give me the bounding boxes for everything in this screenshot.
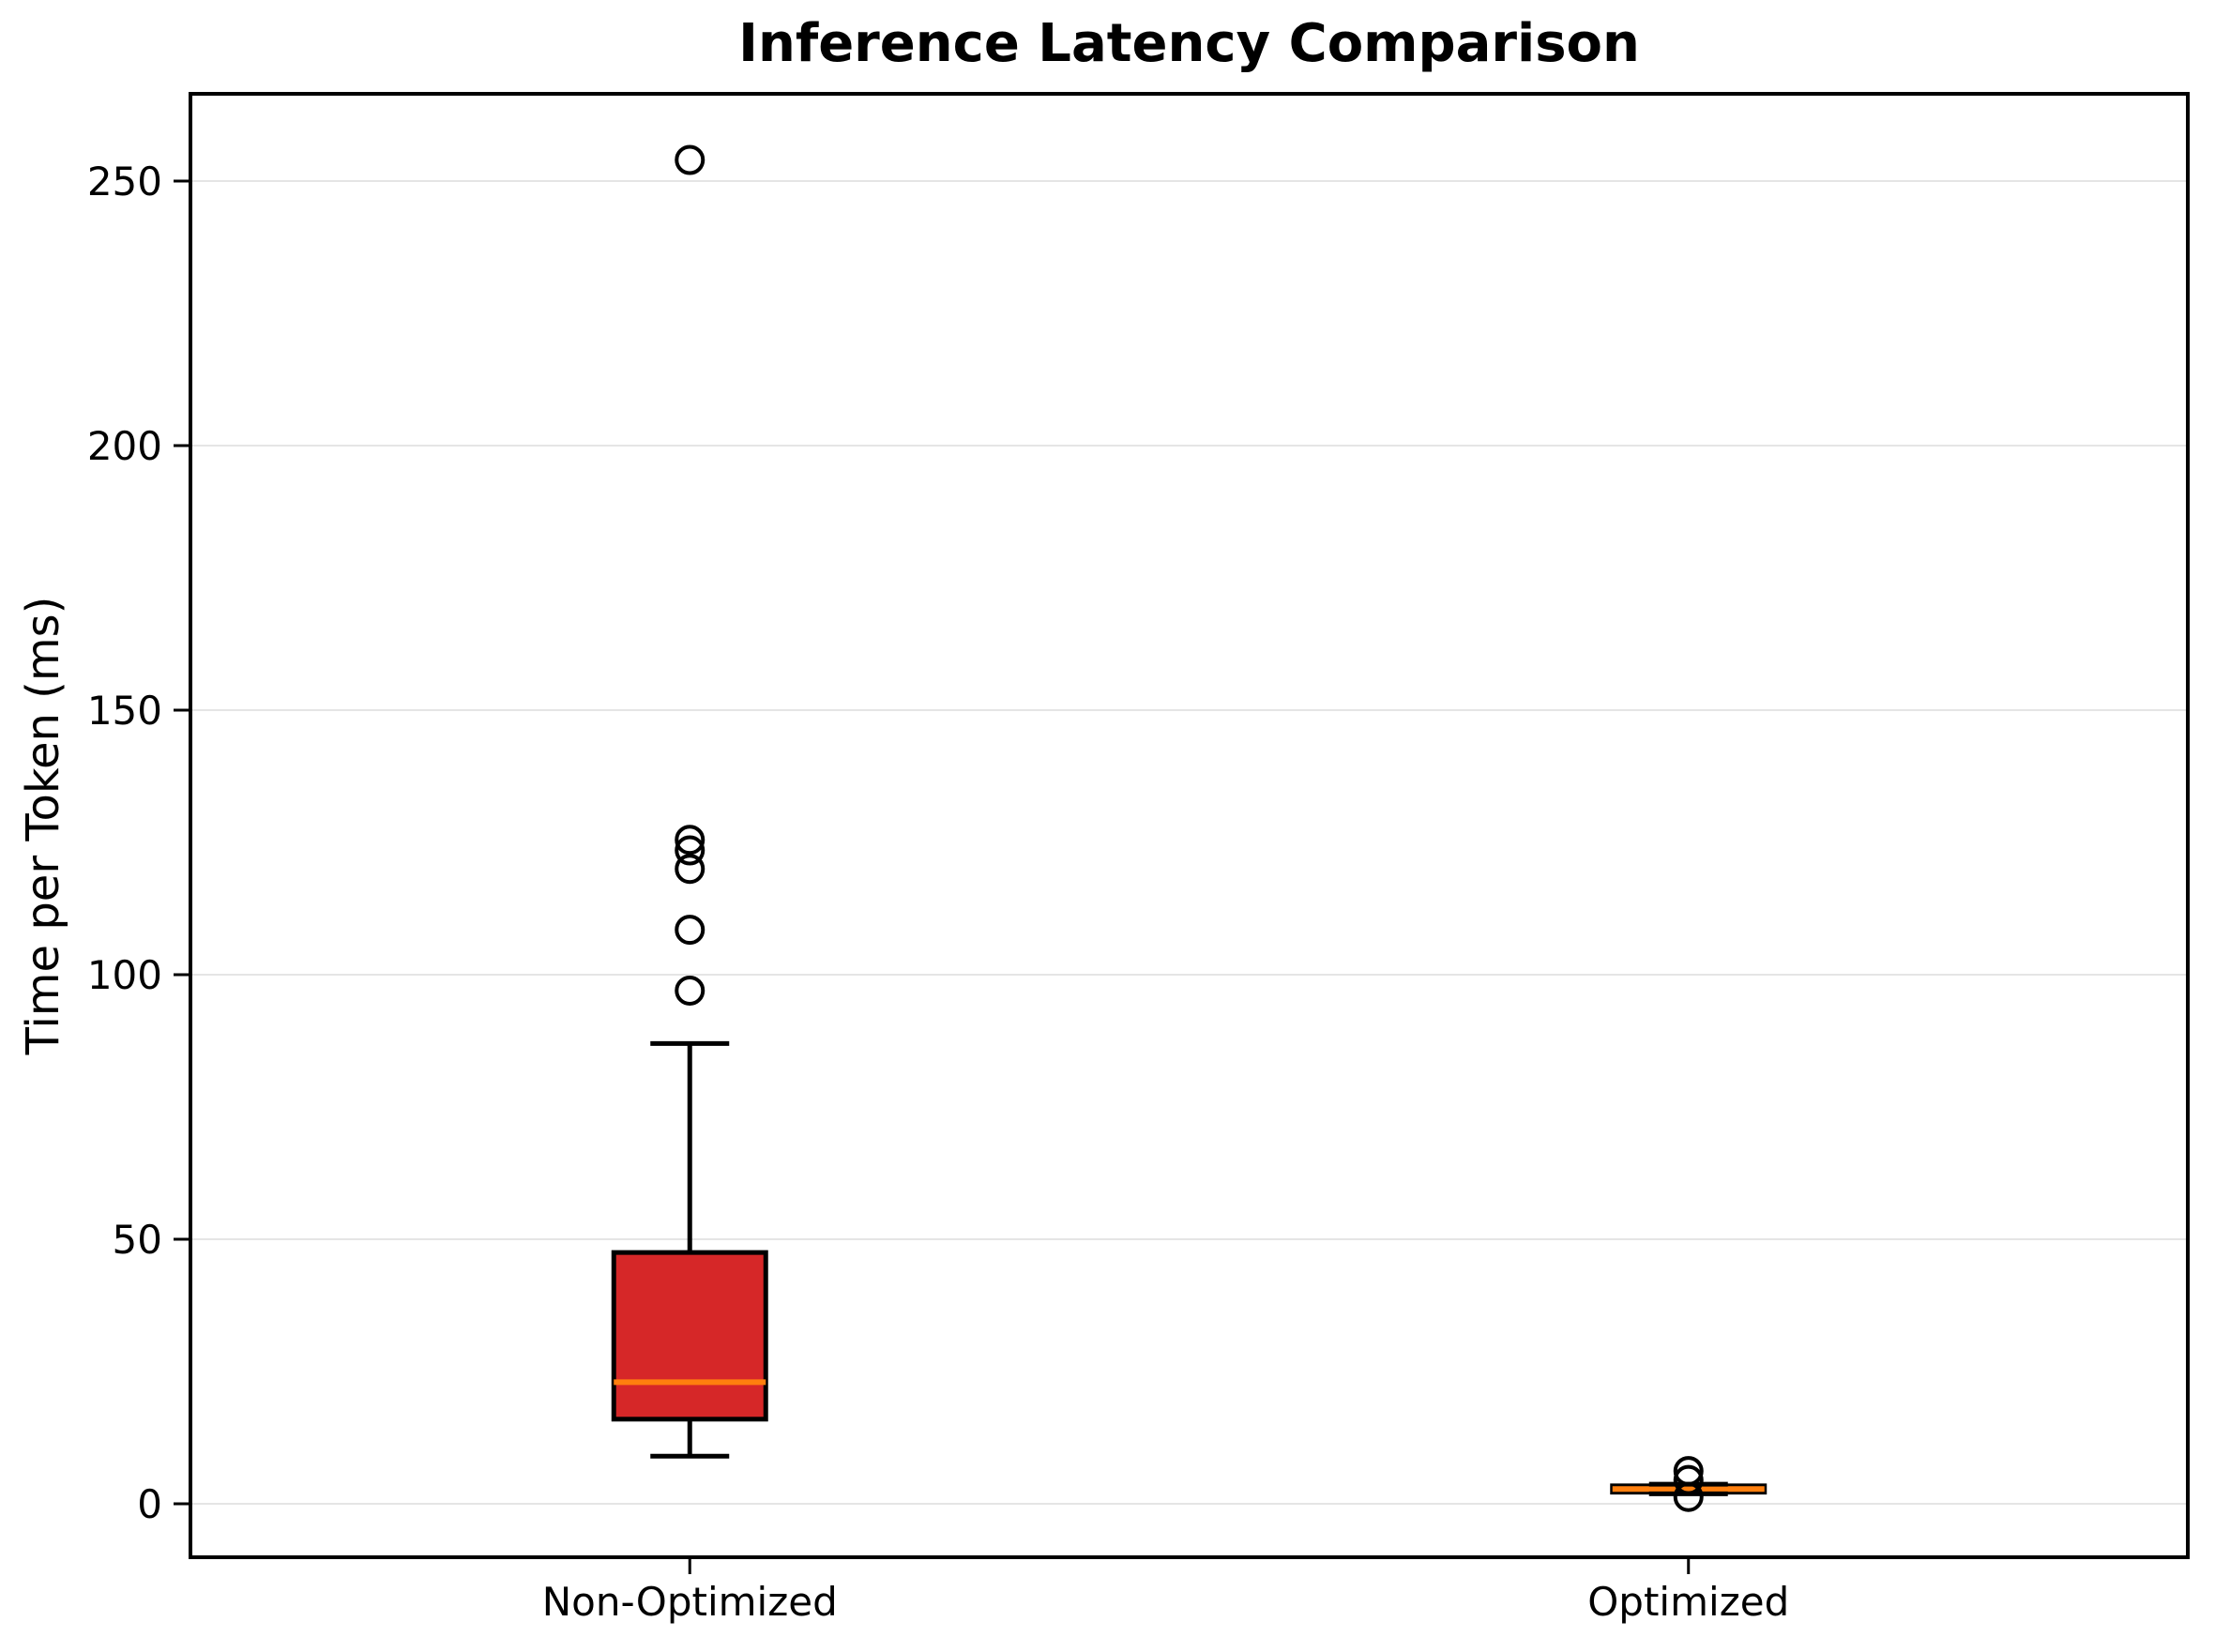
x-tick-label-non-optimized: Non-Optimized — [542, 1579, 838, 1625]
outlier-point-optimized — [1673, 1481, 1704, 1512]
box-non-optimized — [611, 1250, 768, 1422]
outlier-point-non-optimized — [675, 854, 705, 885]
y-axis-label: Time per Token (ms) — [17, 596, 69, 1055]
outlier-point-optimized — [1673, 1464, 1704, 1495]
y-tick-label: 100 — [87, 952, 162, 998]
plot-area: Non-Optimized Optimized 0 50 100 150 200 250 — [87, 92, 2190, 1625]
y-tick-label: 200 — [87, 423, 162, 469]
y-tick-label: 50 — [113, 1217, 162, 1263]
outlier-point-non-optimized — [675, 915, 705, 946]
outlier-point-non-optimized — [675, 835, 705, 866]
outlier-point-non-optimized — [675, 975, 705, 1006]
chart-title: Inference Latency Comparison — [738, 13, 1640, 74]
x-tick-label-optimized: Optimized — [1587, 1579, 1789, 1625]
plot-border — [189, 92, 2190, 1559]
outlier-point-non-optimized — [675, 825, 705, 856]
y-tick-label: 250 — [87, 159, 162, 205]
outlier-point-non-optimized — [675, 144, 705, 175]
boxplot-canvas: Non-Optimized Optimized 0 50 100 150 200 250 — [87, 92, 2190, 1625]
y-tick-label: 0 — [137, 1481, 162, 1527]
y-tick-label: 150 — [87, 688, 162, 734]
